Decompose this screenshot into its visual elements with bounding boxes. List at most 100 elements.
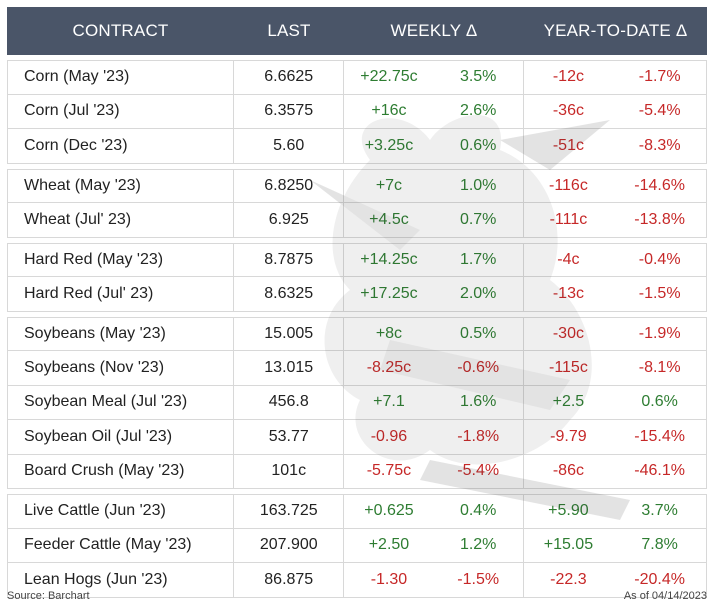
- weekly-percent-cell: 1.6%: [434, 385, 524, 419]
- table-row: Soybean Oil (Jul '23) 53.77 -0.96 -1.8% -9.7…: [7, 420, 707, 455]
- contract-cell: Wheat (May '23): [8, 169, 235, 202]
- source-note: Source: Barchart: [7, 590, 90, 602]
- header-contract: CONTRACT: [72, 21, 169, 40]
- weekly-change-cell: +4.5c: [369, 210, 409, 228]
- ytd-change-cell: +15.05: [543, 536, 594, 554]
- ytd-percent-cell: -20.4%: [634, 570, 685, 588]
- ytd-change-cell: -22.3: [550, 570, 587, 588]
- table-row: Live Cattle (Jun '23) 163.725 +0.625 0.4% +5…: [7, 494, 707, 529]
- last-price-cell: 8.7875: [234, 243, 345, 276]
- contract-cell: Board Crush (May '23): [8, 454, 235, 488]
- ytd-change-cell: -111c: [549, 210, 588, 228]
- ytd-percent-cell: -46.1%: [634, 462, 685, 480]
- row-group: Live Cattle (Jun '23) 163.725 +0.625 0.4% +5…: [7, 494, 707, 598]
- last-price-cell: 6.925: [234, 203, 345, 237]
- last-price-cell: 53.77: [234, 420, 345, 454]
- contract-cell: Hard Red (Jul' 23): [8, 277, 235, 311]
- weekly-percent-cell: -0.6%: [434, 351, 524, 385]
- ytd-change-cell: -51c: [552, 136, 584, 154]
- last-price-cell: 8.6325: [234, 277, 345, 311]
- table-row: Board Crush (May '23) 101c -5.75c -5.4% -86c…: [7, 454, 707, 489]
- contract-cell: Wheat (Jul' 23): [8, 203, 235, 237]
- last-price-cell: 5.60: [234, 129, 345, 163]
- last-price-cell: 101c: [234, 454, 345, 488]
- table-row: Corn (May '23) 6.6625 +22.75c 3.5% -12c -1.7%: [7, 60, 707, 95]
- row-group: Soybeans (May '23) 15.005 +8c 0.5% -30c -1.9%…: [7, 316, 707, 489]
- ytd-change-cell: -36c: [552, 102, 584, 120]
- weekly-change-cell: +0.625: [364, 502, 414, 520]
- ytd-change-cell: +2.5: [552, 393, 585, 411]
- contract-cell: Feeder Cattle (May '23): [8, 528, 235, 562]
- last-price-cell: 6.6625: [234, 61, 345, 94]
- weekly-percent-cell: 1.2%: [434, 528, 524, 562]
- contract-cell: Corn (Jul '23): [8, 94, 235, 128]
- ytd-percent-cell: -8.1%: [638, 358, 681, 376]
- row-group: Wheat (May '23) 6.8250 +7c 1.0% -116c -14.6% W…: [7, 168, 707, 238]
- table-row: Soybeans (May '23) 15.005 +8c 0.5% -30c -1.9%: [7, 316, 707, 351]
- weekly-percent-cell: 0.4%: [434, 495, 524, 528]
- weekly-change-cell: +14.25c: [360, 250, 418, 268]
- contract-cell: Live Cattle (Jun '23): [8, 495, 235, 528]
- weekly-change-cell: -5.75c: [366, 462, 412, 480]
- table-row: Feeder Cattle (May '23) 207.900 +2.50 1.2% +…: [7, 528, 707, 563]
- ytd-change-cell: -116c: [548, 176, 588, 194]
- header-last: LAST: [267, 21, 311, 40]
- contract-cell: Lean Hogs (Jun '23): [8, 563, 235, 597]
- ytd-change-cell: -86c: [552, 462, 584, 480]
- contract-cell: Corn (May '23): [8, 61, 235, 94]
- weekly-change-cell: -0.96: [370, 427, 408, 445]
- ytd-change-cell: -9.79: [550, 427, 587, 445]
- contract-cell: Hard Red (May '23): [8, 243, 235, 276]
- ytd-percent-cell: -13.8%: [634, 210, 685, 228]
- ytd-change-cell: -12c: [552, 68, 584, 86]
- weekly-change-cell: +17.25c: [360, 284, 418, 302]
- ytd-percent-cell: 0.6%: [641, 393, 678, 411]
- table-row: Wheat (May '23) 6.8250 +7c 1.0% -116c -14.6%: [7, 168, 707, 203]
- weekly-change-cell: +2.50: [368, 536, 410, 554]
- last-price-cell: 13.015: [234, 351, 345, 385]
- weekly-change-cell: +3.25c: [364, 136, 414, 154]
- as-of-date: As of 04/14/2023: [623, 590, 707, 602]
- weekly-percent-cell: 1.7%: [434, 243, 524, 276]
- weekly-percent-cell: -1.8%: [434, 420, 524, 454]
- table-row: Soybeans (Nov '23) 13.015 -8.25c -0.6% -115c…: [7, 351, 707, 386]
- table-row: Wheat (Jul' 23) 6.925 +4.5c 0.7% -111c -13.8%: [7, 203, 707, 238]
- weekly-change-cell: +7.1: [373, 393, 405, 411]
- table-footer: Source: Barchart As of 04/14/2023: [7, 590, 707, 602]
- table-header: CONTRACT LAST WEEKLY Δ YEAR-TO-DATE Δ: [7, 7, 707, 55]
- table-row: Lean Hogs (Jun '23) 86.875 -1.30 -1.5% -22.3…: [7, 563, 707, 598]
- ytd-percent-cell: -1.5%: [638, 284, 681, 302]
- ytd-percent-cell: -1.7%: [638, 68, 681, 86]
- ytd-percent-cell: 3.7%: [641, 502, 678, 520]
- weekly-percent-cell: 3.5%: [434, 61, 524, 94]
- table-row: Hard Red (May '23) 8.7875 +14.25c 1.7% -4c -0…: [7, 242, 707, 277]
- ytd-change-cell: -115c: [548, 358, 588, 376]
- weekly-percent-cell: -1.5%: [434, 563, 524, 597]
- weekly-change-cell: +22.75c: [360, 68, 418, 86]
- row-group: Corn (May '23) 6.6625 +22.75c 3.5% -12c -1.7%…: [7, 60, 707, 164]
- contract-cell: Soybeans (May '23): [8, 317, 235, 350]
- futures-table: CONTRACT LAST WEEKLY Δ YEAR-TO-DATE Δ Co…: [7, 7, 707, 598]
- last-price-cell: 15.005: [234, 317, 345, 350]
- weekly-change-cell: -8.25c: [366, 358, 412, 376]
- weekly-change-cell: +8c: [375, 324, 403, 342]
- ytd-percent-cell: -1.9%: [638, 324, 681, 342]
- weekly-change-cell: +7c: [375, 176, 403, 194]
- last-price-cell: 456.8: [234, 385, 345, 419]
- last-price-cell: 6.3575: [234, 94, 345, 128]
- header-ytd-change: YEAR-TO-DATE Δ: [543, 21, 688, 40]
- table-body: Corn (May '23) 6.6625 +22.75c 3.5% -12c -1.7%…: [7, 60, 707, 598]
- ytd-change-cell: +5.90: [548, 502, 589, 520]
- row-group: Hard Red (May '23) 8.7875 +14.25c 1.7% -4c -0…: [7, 242, 707, 312]
- contract-cell: Soybean Meal (Jul '23): [8, 385, 235, 419]
- ytd-percent-cell: 7.8%: [641, 536, 678, 554]
- ytd-change-cell: -30c: [552, 324, 584, 342]
- weekly-change-cell: -1.30: [370, 570, 408, 588]
- ytd-change-cell: -4c: [557, 250, 580, 268]
- contract-cell: Corn (Dec '23): [8, 129, 235, 163]
- weekly-percent-cell: -5.4%: [434, 454, 524, 488]
- weekly-percent-cell: 1.0%: [434, 169, 524, 202]
- contract-cell: Soybean Oil (Jul '23): [8, 420, 235, 454]
- header-weekly-change: WEEKLY Δ: [390, 21, 478, 40]
- last-price-cell: 207.900: [234, 528, 345, 562]
